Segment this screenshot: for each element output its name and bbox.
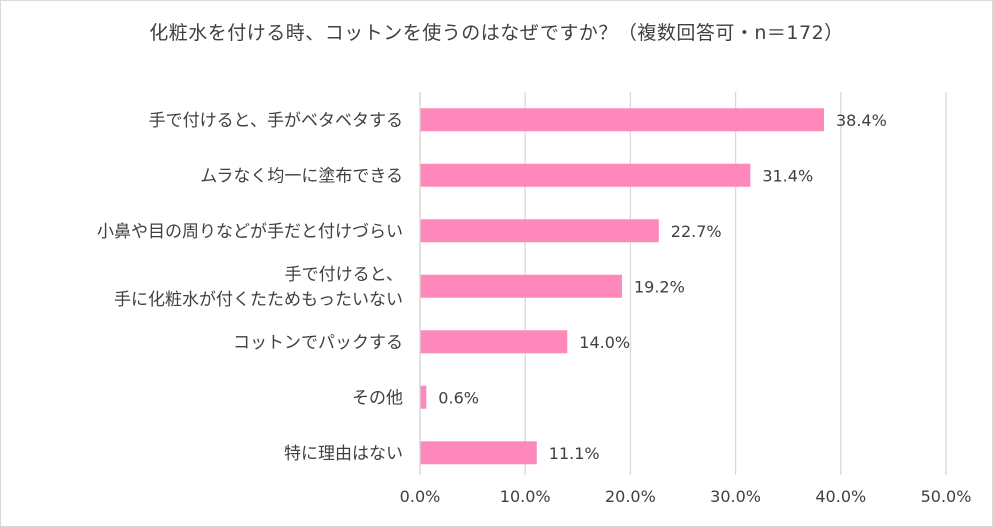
x-tick-label: 40.0%: [815, 487, 866, 506]
category-label: 手で付けると、手がベタベタする: [149, 111, 403, 131]
data-label: 19.2%: [634, 277, 685, 296]
data-label: 38.4%: [836, 111, 887, 130]
category-label: コットンでパックする: [233, 333, 403, 353]
x-tick-label: 0.0%: [400, 487, 441, 506]
bar: [420, 219, 659, 243]
category-label: 手で付けると、: [285, 265, 403, 285]
category-label: 特に理由はない: [284, 444, 403, 464]
data-label: 0.6%: [438, 388, 479, 407]
x-tick-label: 50.0%: [921, 487, 972, 506]
data-label: 31.4%: [762, 166, 813, 185]
category-label: ムラなく均一に塗布できる: [200, 165, 403, 186]
bar: [420, 441, 537, 465]
x-tick-label: 20.0%: [605, 487, 656, 506]
data-label: 11.1%: [549, 444, 600, 463]
bar: [420, 108, 824, 132]
x-tick-label: 10.0%: [500, 487, 551, 506]
category-label: 手に化粧水が付くたためもったいない: [114, 290, 403, 310]
category-label: その他: [352, 388, 403, 408]
x-tick-label: 30.0%: [710, 487, 761, 506]
bar: [420, 274, 622, 298]
bar: [420, 330, 568, 354]
category-label: 小鼻や目の周りなどが手だと付けづらい: [97, 222, 403, 242]
data-label: 14.0%: [579, 333, 630, 352]
bar: [420, 385, 427, 409]
data-label: 22.7%: [671, 222, 722, 241]
bar: [420, 163, 751, 187]
chart-title: 化粧水を付ける時、コットンを使うのはなぜですか？（複数回答可・n＝172）: [149, 22, 844, 44]
